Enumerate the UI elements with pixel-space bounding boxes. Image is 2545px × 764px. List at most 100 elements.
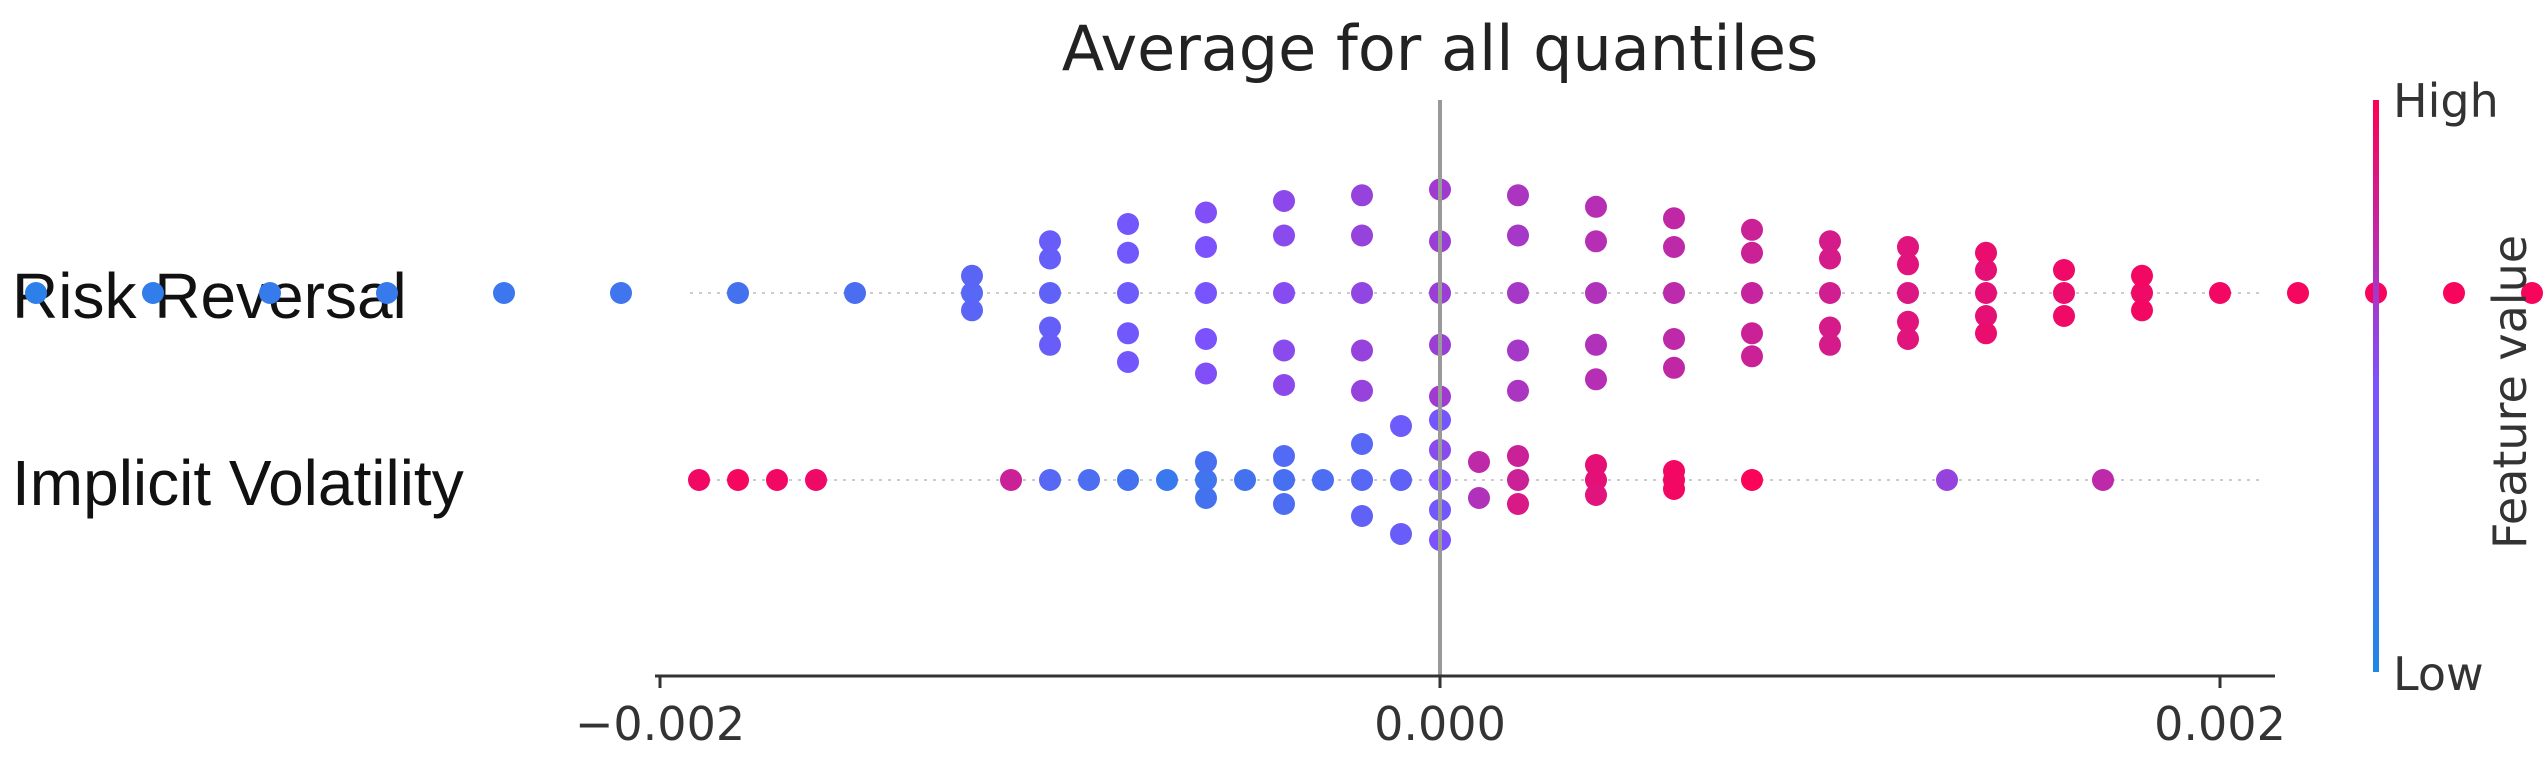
data-point [1975, 322, 1997, 345]
colorbar-title: Feature value [2483, 235, 2537, 549]
data-point [961, 282, 983, 304]
data-point [961, 299, 983, 322]
data-point [1585, 368, 1607, 391]
data-point [1039, 469, 1061, 491]
data-point [1195, 469, 1217, 491]
data-point [2053, 305, 2075, 327]
data-point [1585, 484, 1607, 506]
data-point [1741, 218, 1763, 241]
data-point [2287, 282, 2309, 304]
x-tick-label: 0.000 [1374, 697, 1506, 751]
data-point [1507, 184, 1529, 207]
data-point [1078, 469, 1100, 491]
data-point [1039, 247, 1061, 270]
data-point [1156, 469, 1178, 491]
data-point [2131, 282, 2153, 304]
data-point [1663, 282, 1685, 304]
data-point [1195, 362, 1217, 385]
data-point [1819, 230, 1841, 253]
data-point [2092, 469, 2114, 491]
data-point [1663, 328, 1685, 350]
data-point [1195, 451, 1217, 473]
chart-title: Average for all quantiles [1062, 12, 1819, 85]
data-point [1663, 236, 1685, 258]
data-point [1819, 333, 1841, 356]
data-point [1975, 282, 1997, 304]
data-point [1195, 236, 1217, 258]
data-point [1390, 523, 1412, 545]
data-point [1000, 469, 1022, 491]
data-point [688, 469, 710, 491]
data-point [1819, 316, 1841, 339]
data-point [2521, 282, 2543, 304]
data-point [1351, 469, 1373, 491]
data-point [1351, 379, 1373, 402]
data-point [1351, 184, 1373, 207]
data-point [727, 282, 749, 304]
data-point [493, 282, 515, 304]
data-point [259, 282, 281, 304]
data-point [1195, 282, 1217, 304]
data-point [766, 469, 788, 491]
data-point [1351, 433, 1373, 455]
data-point [1741, 469, 1763, 491]
data-point [1273, 374, 1295, 396]
data-point [805, 469, 827, 491]
data-point [1741, 241, 1763, 264]
data-point [1507, 379, 1529, 402]
data-point [727, 469, 749, 491]
data-point [1507, 445, 1529, 467]
data-point [1273, 190, 1295, 212]
data-point [1039, 333, 1061, 356]
data-point [2209, 282, 2231, 304]
data-point [1585, 195, 1607, 218]
data-point [610, 282, 632, 304]
data-points [25, 178, 2543, 551]
feature-label-implicit-volatility: Implicit Volatility [12, 447, 464, 519]
data-point [1273, 493, 1295, 515]
data-point [1273, 339, 1295, 362]
colorbar-low-label: Low [2393, 647, 2484, 701]
data-point [1117, 469, 1139, 491]
data-point [1273, 224, 1295, 247]
data-point [1195, 487, 1217, 509]
data-point [1117, 213, 1139, 235]
data-point [1468, 487, 1490, 509]
data-point [1975, 241, 1997, 264]
data-point [1819, 247, 1841, 270]
data-point [376, 282, 398, 304]
data-point [1195, 201, 1217, 224]
data-point [1585, 282, 1607, 304]
data-point [1507, 493, 1529, 515]
data-point [961, 264, 983, 287]
data-point [1585, 454, 1607, 476]
colorbar [2373, 100, 2379, 672]
data-point [25, 282, 47, 304]
data-point [1741, 322, 1763, 345]
data-point [1507, 282, 1529, 304]
data-point [2131, 299, 2153, 322]
data-point [1741, 345, 1763, 368]
data-point [1819, 282, 1841, 304]
data-point [1897, 310, 1919, 333]
data-point [1663, 460, 1685, 482]
data-point [1507, 469, 1529, 491]
data-point [1117, 241, 1139, 264]
data-point [1039, 316, 1061, 339]
data-point [2131, 264, 2153, 287]
data-point [1663, 207, 1685, 230]
data-point [1507, 224, 1529, 247]
data-point [1897, 282, 1919, 304]
data-point [1117, 282, 1139, 304]
data-point [1039, 282, 1061, 304]
data-point [1195, 328, 1217, 350]
data-point [1390, 415, 1412, 437]
data-point [2053, 259, 2075, 281]
data-point [1390, 469, 1412, 491]
feature-label-risk-reversal: Risk Reversal [12, 260, 407, 332]
data-point [844, 282, 866, 304]
data-point [1741, 282, 1763, 304]
data-point [1351, 339, 1373, 362]
data-point [1039, 230, 1061, 253]
